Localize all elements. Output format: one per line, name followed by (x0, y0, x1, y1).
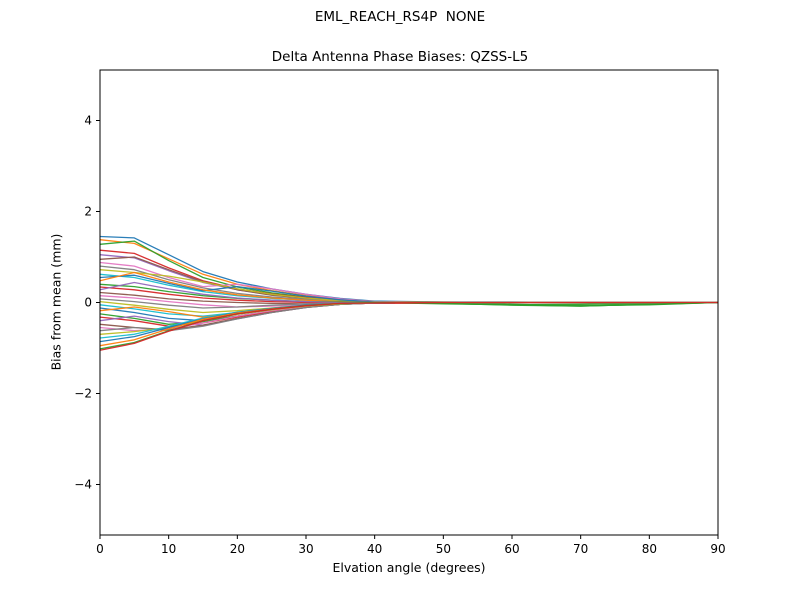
x-tick-label: 70 (573, 542, 588, 556)
axes-title: Delta Antenna Phase Biases: QZSS-L5 (271, 49, 529, 65)
series-line-sv-30 (99, 301, 718, 339)
x-tick-label: 20 (230, 542, 245, 556)
x-tick-label: 50 (436, 542, 451, 556)
series-line-sv-34 (99, 301, 718, 351)
y-tick-label: −4 (74, 477, 92, 491)
y-tick-label: −2 (74, 386, 92, 400)
figure-suptitle: EML_REACH_RS4P NONE (314, 9, 486, 25)
x-tick-label: 40 (367, 542, 382, 556)
y-tick-label: 2 (84, 205, 92, 219)
x-axis-label: Elvation angle (degrees) (332, 560, 486, 575)
x-tick-label: 90 (710, 542, 725, 556)
x-tick-label: 60 (504, 542, 519, 556)
y-tick-label: 0 (84, 296, 92, 310)
x-tick-label: 30 (298, 542, 313, 556)
x-tick-label: 80 (642, 542, 657, 556)
series-line-sv-33 (99, 301, 719, 350)
y-tick-label: 4 (84, 114, 92, 128)
x-tick-label: 0 (96, 542, 104, 556)
x-tick-label: 10 (161, 542, 176, 556)
y-axis-label-text: Bias from mean (mm) (48, 233, 64, 371)
